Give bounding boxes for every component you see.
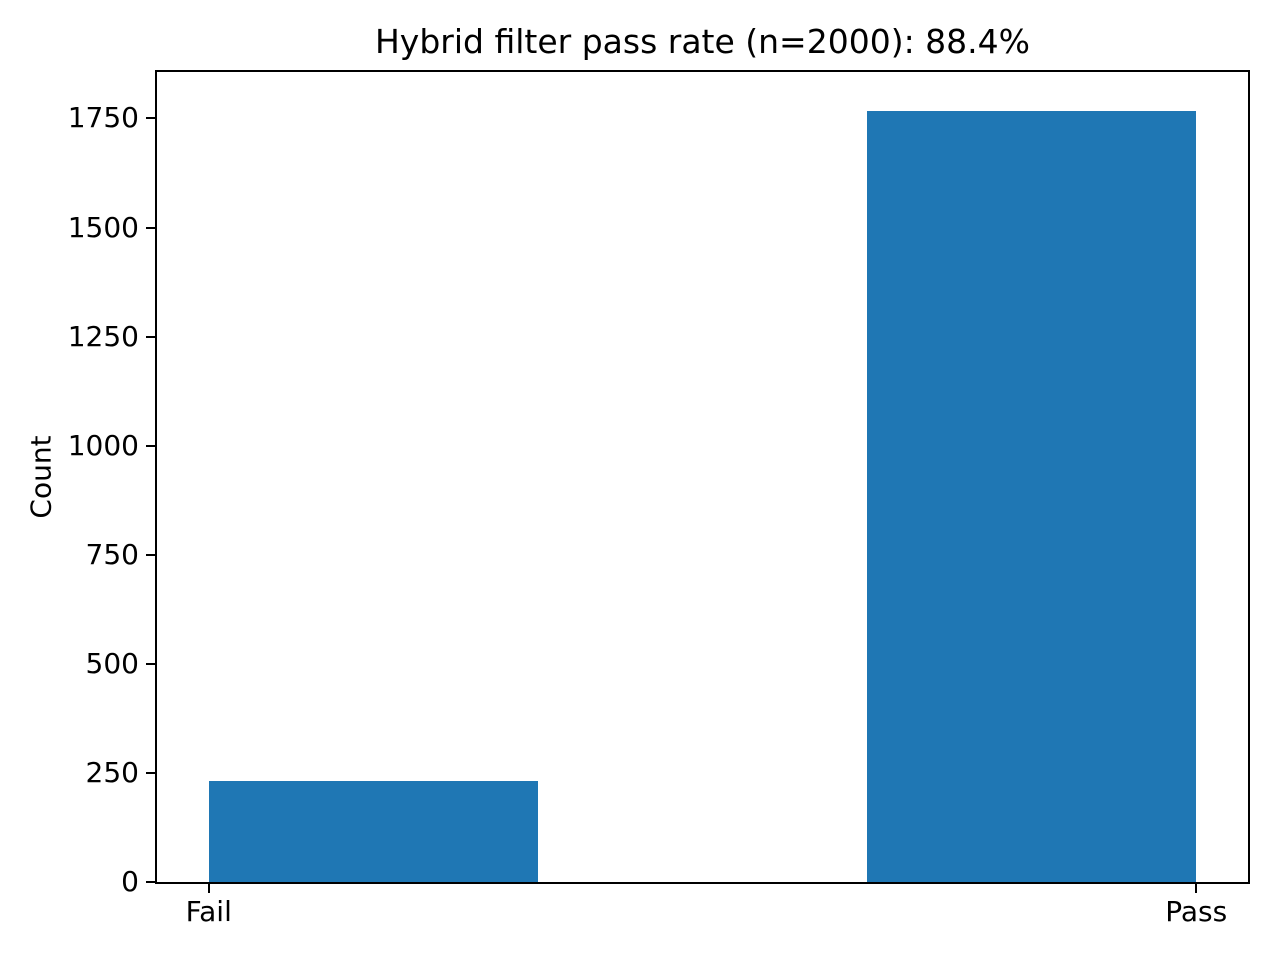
y-axis-tick-label: 1750 — [67, 101, 139, 135]
x-axis-tick-label: Pass — [1165, 895, 1228, 928]
chart-title: Hybrid filter pass rate (n=2000): 88.4% — [374, 22, 1031, 61]
y-axis-tick-label: 250 — [85, 755, 139, 789]
x-axis-tick-mark — [1195, 884, 1198, 893]
y-axis-tick-mark — [146, 771, 155, 774]
x-axis-tick-mark — [207, 884, 210, 893]
y-axis-tick-mark — [146, 226, 155, 229]
y-axis-tick-label: 750 — [85, 537, 139, 571]
y-axis-tick-mark — [146, 881, 155, 883]
y-axis-tick-label: 1250 — [67, 319, 139, 353]
y-axis-tick-mark — [146, 117, 155, 120]
y-axis-tick-label: 1500 — [67, 210, 139, 244]
bar-pass — [867, 110, 1197, 882]
y-axis-tick-label: 1000 — [67, 428, 139, 462]
y-axis-tick-mark — [146, 335, 155, 338]
y-axis-tick-label: 500 — [85, 646, 139, 680]
y-axis-tick-mark — [146, 662, 155, 665]
bar-fail — [208, 780, 538, 882]
y-axis-tick-mark — [146, 553, 155, 556]
y-axis-tick-label: 0 — [121, 865, 139, 898]
plot-area: 0 250 500 750 1000 1250 1500 1750 Fail Pass — [68, 70, 1250, 927]
x-axis-tick-label: Fail — [185, 895, 232, 928]
y-axis-tick-mark — [146, 444, 155, 447]
